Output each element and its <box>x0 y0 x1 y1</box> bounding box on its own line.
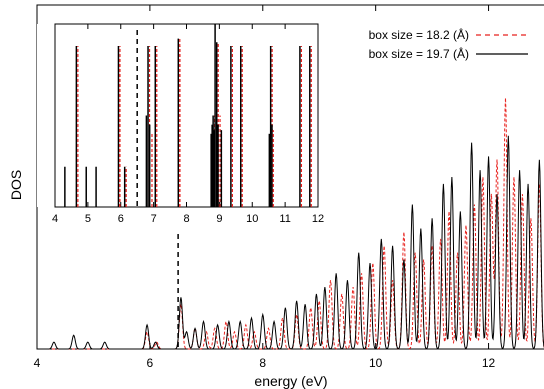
legend: box size = 18.2 (Å) box size = 19.7 (Å) <box>369 27 528 61</box>
main-series-layer <box>37 97 544 350</box>
inset-x-tick-label: 5 <box>85 213 91 225</box>
inset-x-tick-label: 9 <box>216 213 222 225</box>
main-x-tick-label: 4 <box>34 356 41 370</box>
legend-label-18-2: box size = 18.2 (Å) <box>369 27 469 42</box>
inset-x-tick-label: 6 <box>118 213 124 225</box>
inset-x-ticks: 4 5 6 7 8 9 10 11 12 <box>52 24 324 225</box>
y-axis-label: DOS <box>8 170 24 200</box>
legend-label-19-7: box size = 19.7 (Å) <box>369 46 469 61</box>
series-line-19-7 <box>37 135 544 350</box>
inset-x-tick-label: 10 <box>246 213 258 225</box>
inset-x-tick-label: 12 <box>312 213 324 225</box>
inset-background <box>37 24 325 207</box>
inset-x-tick-label: 11 <box>279 213 290 225</box>
main-x-tick-label: 6 <box>147 356 154 370</box>
inset-x-tick-label: 8 <box>183 213 189 225</box>
main-x-tick-label: 8 <box>259 356 266 370</box>
inset-x-tick-label: 4 <box>52 213 58 225</box>
inset-lines-layer <box>64 24 312 207</box>
main-x-tick-label: 12 <box>482 356 496 370</box>
main-x-ticks: 4 6 8 10 12 <box>34 5 496 370</box>
inset-x-tick-label: 7 <box>151 213 157 225</box>
series-line-18-2 <box>37 97 544 350</box>
x-axis-label: energy (eV) <box>254 373 327 389</box>
main-x-tick-label: 10 <box>369 356 383 370</box>
